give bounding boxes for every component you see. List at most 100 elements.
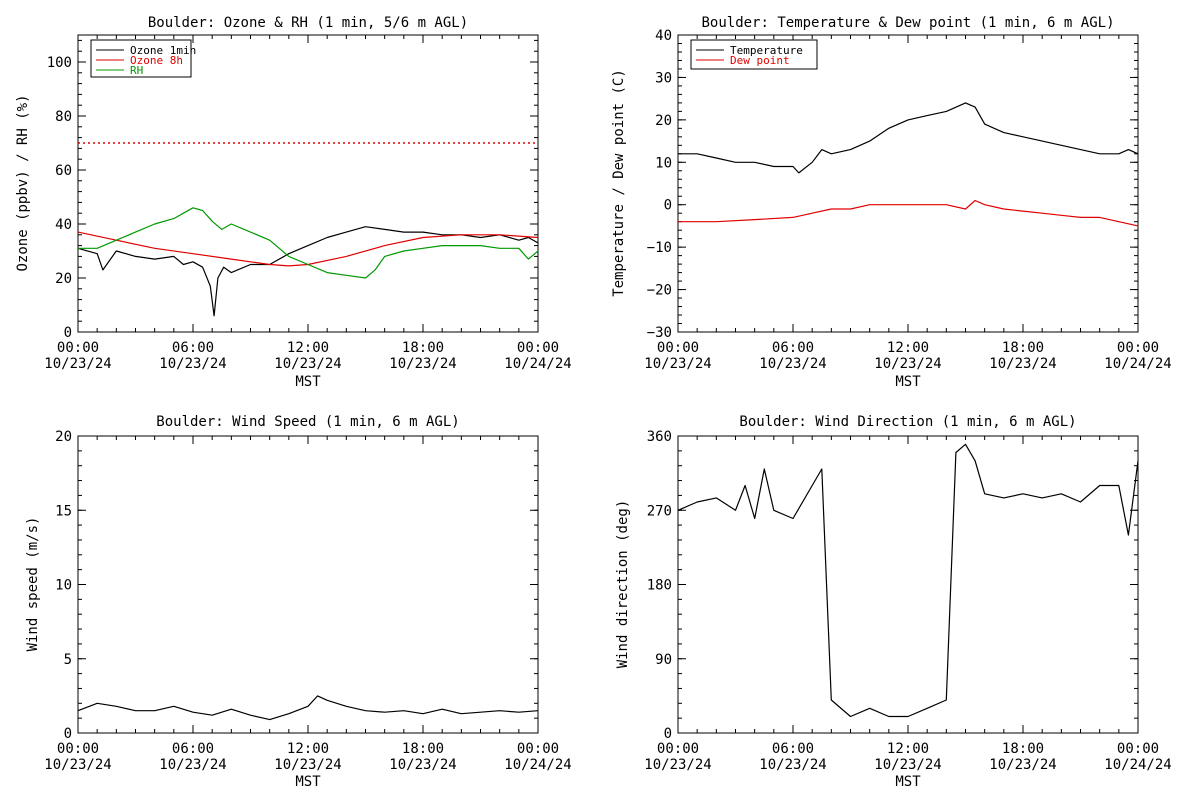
wind-direction-series: [677, 443, 1139, 718]
wind-direction-tick-labels: 00:0010/23/2406:0010/23/2412:0010/23/241…: [644, 429, 1171, 773]
wind-direction-plot-frame: [677, 435, 1139, 734]
ozone-rh-line-rh: [78, 207, 539, 279]
wind-direction-panel: Boulder: Wind Direction (1 min, 6 m AGL)…: [615, 414, 1172, 790]
temperature-dewpoint-xdate-label: 10/24/24: [1104, 356, 1171, 372]
temperature-dewpoint-ytick-label: 10: [655, 155, 672, 171]
ozone-rh-ticks: [77, 35, 539, 333]
wind-speed-xdate-label: 10/23/24: [274, 757, 341, 773]
wind-direction-ticks: [677, 435, 1139, 734]
temperature-dewpoint-panel: Boulder: Temperature & Dew point (1 min,…: [611, 15, 1172, 390]
temperature-dewpoint-xtick-label: 06:00: [772, 340, 814, 356]
legend-label-ozone-8h: Ozone 8h: [130, 54, 183, 67]
wind-direction-xtick-label: 00:00: [657, 741, 699, 757]
ozone-rh-line-ozone-1min: [77, 226, 539, 317]
ozone-rh-title: Boulder: Ozone & RH (1 min, 5/6 m AGL): [148, 15, 468, 31]
wind-speed-line-series-0: [77, 695, 539, 721]
ozone-rh-ytick-label: 60: [55, 163, 72, 179]
legend-label-dew-point: Dew point: [730, 54, 790, 67]
temperature-dewpoint-ticks: [677, 34, 1139, 333]
wind-speed-xtick-label: 00:00: [517, 741, 559, 757]
wind-speed-xtick-label: 18:00: [402, 741, 444, 757]
wind-direction-xdate-label: 10/23/24: [644, 757, 711, 773]
ozone-rh-legend-box: [90, 39, 192, 78]
ozone-rh-xtick-label: 18:00: [402, 340, 444, 356]
temperature-dewpoint-line-temperature: [678, 102, 1139, 174]
ozone-rh-xtick-label: 00:00: [517, 340, 559, 356]
temperature-dewpoint-legend: Temperature Dew point: [690, 39, 818, 70]
temperature-dewpoint-ytick-label: 0: [664, 198, 672, 214]
temperature-dewpoint-xdate-label: 10/23/24: [759, 356, 826, 372]
wind-speed-xdate-label: 10/23/24: [389, 757, 456, 773]
ozone-rh-xdate-label: 10/23/24: [159, 356, 226, 372]
wind-direction-ytick-label: 90: [655, 652, 672, 668]
wind-direction-xtick-label: 06:00: [772, 741, 814, 757]
wind-direction-xdate-label: 10/23/24: [989, 757, 1056, 773]
ozone-rh-legend: Ozone 1min Ozone 8h RH: [90, 39, 196, 78]
ozone-rh-ylabel: Ozone (ppbv) / RH (%): [15, 94, 31, 271]
wind-direction-xtick-label: 12:00: [887, 741, 929, 757]
legend-label-rh: RH: [130, 64, 143, 77]
wind-speed-tick-labels: 00:0010/23/2406:0010/23/2412:0010/23/241…: [44, 429, 571, 773]
temperature-dewpoint-ytick-label: 30: [655, 70, 672, 86]
temperature-dewpoint-ytick-label: −30: [647, 325, 672, 341]
wind-direction-xdate-label: 10/24/24: [1104, 757, 1171, 773]
wind-direction-xtick-label: 00:00: [1117, 741, 1159, 757]
ozone-rh-xdate-label: 10/23/24: [44, 356, 111, 372]
ozone-rh-xdate-label: 10/23/24: [274, 356, 341, 372]
temperature-dewpoint-xtick-label: 18:00: [1002, 340, 1044, 356]
temperature-dewpoint-xlabel: MST: [895, 374, 921, 390]
wind-speed-title: Boulder: Wind Speed (1 min, 6 m AGL): [156, 414, 459, 430]
wind-speed-xdate-label: 10/23/24: [44, 757, 111, 773]
wind-speed-xtick-label: 00:00: [57, 741, 99, 757]
legend-label-ozone-1min: Ozone 1min: [130, 44, 196, 57]
ozone-rh-xdate-label: 10/23/24: [389, 356, 456, 372]
temperature-dewpoint-tick-labels: 00:0010/23/2406:0010/23/2412:0010/23/241…: [644, 28, 1171, 372]
wind-direction-ytick-label: 270: [647, 503, 672, 519]
wind-direction-xlabel: MST: [895, 774, 921, 790]
ozone-rh-ytick-label: 100: [47, 55, 72, 71]
wind-speed-ticks: [77, 435, 539, 734]
wind-speed-plot-frame: [77, 435, 539, 734]
wind-speed-panel: Boulder: Wind Speed (1 min, 6 m AGL) 00:…: [25, 414, 572, 790]
temperature-dewpoint-ytick-label: 20: [655, 113, 672, 129]
temperature-dewpoint-ytick-label: 40: [655, 28, 672, 44]
ozone-rh-xdate-label: 10/24/24: [504, 356, 571, 372]
ozone-rh-plot-frame: [77, 34, 539, 333]
wind-direction-ytick-label: 0: [664, 726, 672, 742]
wind-speed-series: [77, 695, 539, 721]
ozone-rh-xtick-label: 12:00: [287, 340, 329, 356]
ozone-rh-panel: Boulder: Ozone & RH (1 min, 5/6 m AGL) 0…: [15, 15, 572, 390]
temperature-dewpoint-legend-box: [690, 39, 818, 70]
ozone-rh-ytick-label: 20: [55, 271, 72, 287]
temperature-dewpoint-line-dew-point: [678, 199, 1139, 227]
wind-speed-ytick-label: 0: [64, 726, 72, 742]
wind-speed-xdate-label: 10/24/24: [504, 757, 571, 773]
ozone-rh-ytick-label: 80: [55, 109, 72, 125]
wind-direction-xdate-label: 10/23/24: [874, 757, 941, 773]
temperature-dewpoint-xtick-label: 00:00: [1117, 340, 1159, 356]
wind-speed-ytick-label: 20: [55, 429, 72, 445]
wind-speed-xlabel: MST: [295, 774, 321, 790]
ozone-rh-xlabel: MST: [295, 374, 321, 390]
wind-speed-ytick-label: 5: [64, 652, 72, 668]
temperature-dewpoint-ytick-label: −10: [647, 240, 672, 256]
wind-direction-title: Boulder: Wind Direction (1 min, 6 m AGL): [739, 414, 1076, 430]
temperature-dewpoint-ytick-label: −20: [647, 283, 672, 299]
ozone-rh-ytick-label: 40: [55, 217, 72, 233]
temperature-dewpoint-xtick-label: 00:00: [657, 340, 699, 356]
wind-direction-ytick-label: 360: [647, 429, 672, 445]
ozone-rh-xtick-label: 00:00: [57, 340, 99, 356]
ozone-rh-line-ozone-8h: [77, 231, 539, 267]
wind-direction-xdate-label: 10/23/24: [759, 757, 826, 773]
wind-speed-ylabel: Wind speed (m/s): [25, 517, 41, 652]
wind-speed-ytick-label: 15: [55, 503, 72, 519]
wind-speed-xdate-label: 10/23/24: [159, 757, 226, 773]
temperature-dewpoint-xdate-label: 10/23/24: [874, 356, 941, 372]
temperature-dewpoint-xdate-label: 10/23/24: [644, 356, 711, 372]
temperature-dewpoint-ylabel: Temperature / Dew point (C): [611, 69, 627, 297]
temperature-dewpoint-plot-frame: [677, 34, 1139, 333]
wind-direction-xtick-label: 18:00: [1002, 741, 1044, 757]
wind-direction-ytick-label: 180: [647, 578, 672, 594]
wind-speed-ytick-label: 10: [55, 578, 72, 594]
